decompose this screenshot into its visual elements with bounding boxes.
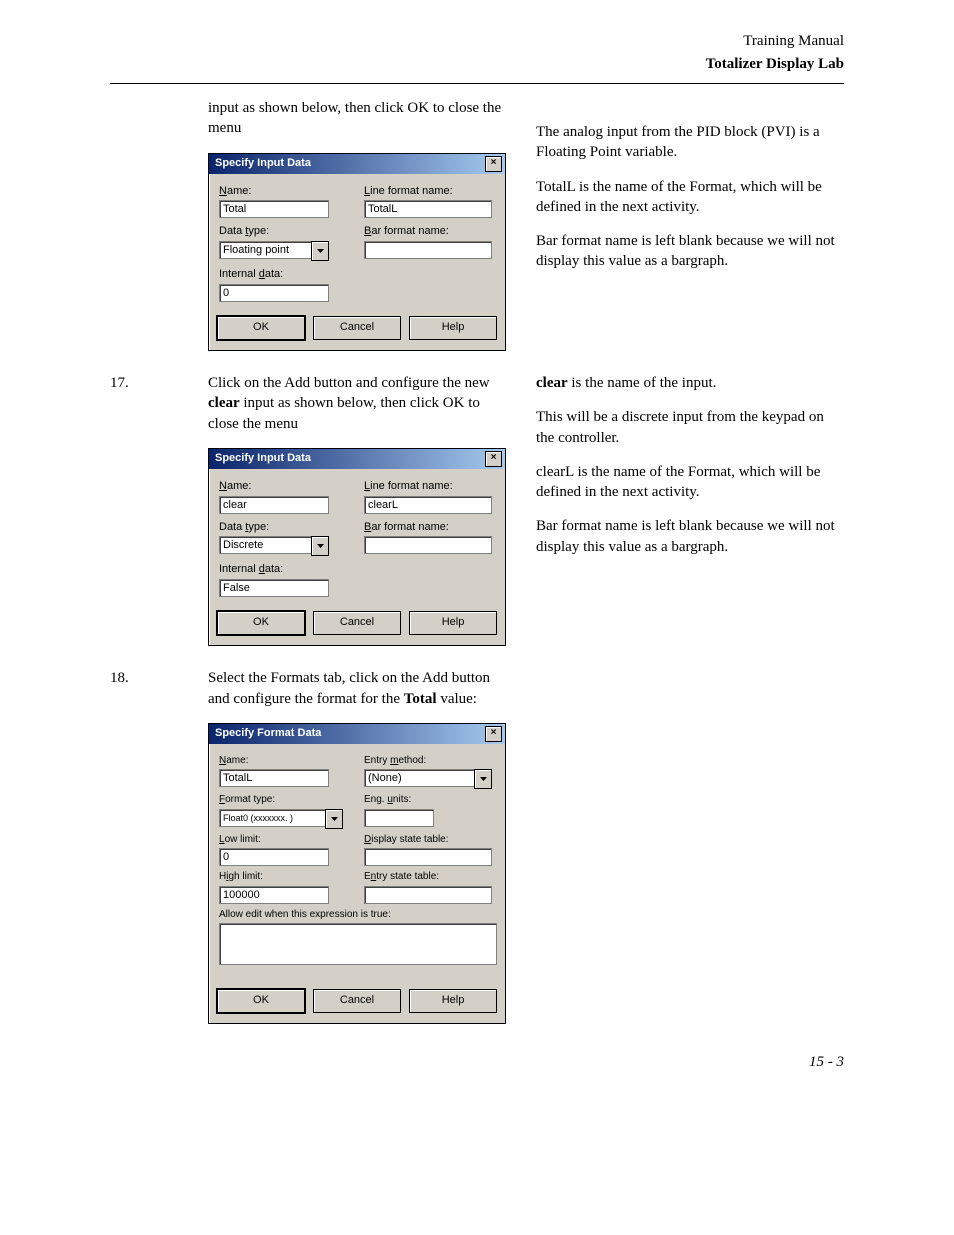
intro-text: input as shown below, then click OK to c… xyxy=(208,98,508,139)
linefmt-input[interactable] xyxy=(364,496,492,514)
label-entry-state: Entry state table: xyxy=(364,870,495,884)
side2-p2: This will be a discrete input from the k… xyxy=(536,407,844,448)
dialog1-titlebar: Specify Input Data × xyxy=(209,154,505,174)
side1-p1: The analog input from the PID block (PVI… xyxy=(536,122,844,163)
help-button[interactable]: Help xyxy=(409,611,497,635)
internal-input[interactable] xyxy=(219,284,329,302)
entry-state-input[interactable] xyxy=(364,886,492,904)
side1-p2: TotalL is the name of the Format, which … xyxy=(536,177,844,218)
entry-method-select[interactable] xyxy=(364,769,475,787)
help-button[interactable]: Help xyxy=(409,316,497,340)
header-lab: Totalizer Display Lab xyxy=(110,53,844,76)
dialog3-title: Specify Format Data xyxy=(215,726,321,741)
side2-p3: clearL is the name of the Format, which … xyxy=(536,462,844,503)
internal-input[interactable] xyxy=(219,579,329,597)
label-datatype: Data type: xyxy=(219,520,350,535)
label-high-limit: High limit: xyxy=(219,870,350,884)
low-limit-input[interactable] xyxy=(219,848,329,866)
label-allow-edit: Allow edit when this expression is true: xyxy=(219,908,495,922)
chevron-down-icon[interactable] xyxy=(474,769,492,789)
label-low-limit: Low limit: xyxy=(219,833,350,847)
barfmt-input[interactable] xyxy=(364,536,492,554)
side1-p3: Bar format name is left blank because we… xyxy=(536,231,844,272)
label-name: Name: xyxy=(219,184,350,199)
label-name: Name: xyxy=(219,479,350,494)
label-internal: Internal data: xyxy=(219,562,495,577)
side2-p1: clear is the name of the input. xyxy=(536,373,844,393)
step-number-18: 18. xyxy=(110,668,180,1024)
label-datatype: Data type: xyxy=(219,224,350,239)
name-input[interactable] xyxy=(219,769,329,787)
name-input[interactable] xyxy=(219,496,329,514)
label-internal: Internal data: xyxy=(219,267,495,282)
side2-p4: Bar format name is left blank because we… xyxy=(536,516,844,557)
chevron-down-icon[interactable] xyxy=(325,809,343,829)
dialog2-title: Specify Input Data xyxy=(215,451,311,466)
label-entry-method: Entry method: xyxy=(364,754,495,768)
cancel-button[interactable]: Cancel xyxy=(313,989,401,1013)
close-icon[interactable]: × xyxy=(485,451,502,467)
dialog-specify-format: Specify Format Data × Name: Entry method… xyxy=(208,723,506,1025)
datatype-select[interactable] xyxy=(219,536,312,554)
ok-button[interactable]: OK xyxy=(217,611,305,635)
high-limit-input[interactable] xyxy=(219,886,329,904)
label-eng-units: Eng. units: xyxy=(364,793,495,807)
cancel-button[interactable]: Cancel xyxy=(313,316,401,340)
datatype-select[interactable] xyxy=(219,241,312,259)
linefmt-input[interactable] xyxy=(364,200,492,218)
dialog3-titlebar: Specify Format Data × xyxy=(209,724,505,744)
ok-button[interactable]: OK xyxy=(217,316,305,340)
dialog1-title: Specify Input Data xyxy=(215,156,311,171)
label-linefmt: Line format name: xyxy=(364,479,495,494)
label-linefmt: Line format name: xyxy=(364,184,495,199)
chevron-down-icon[interactable] xyxy=(311,536,329,556)
step17-text: Click on the Add button and configure th… xyxy=(208,373,508,434)
barfmt-input[interactable] xyxy=(364,241,492,259)
cancel-button[interactable]: Cancel xyxy=(313,611,401,635)
close-icon[interactable]: × xyxy=(485,726,502,742)
step18-text: Select the Formats tab, click on the Add… xyxy=(208,668,508,709)
label-display-state: Display state table: xyxy=(364,833,495,847)
eng-units-input[interactable] xyxy=(364,809,434,827)
allow-edit-textarea[interactable] xyxy=(219,923,497,965)
help-button[interactable]: Help xyxy=(409,989,497,1013)
format-type-select[interactable] xyxy=(219,809,326,827)
label-format-type: Format type: xyxy=(219,793,350,807)
dialog2-titlebar: Specify Input Data × xyxy=(209,449,505,469)
page-number: 15 - 3 xyxy=(110,1054,844,1071)
label-barfmt: Bar format name: xyxy=(364,224,495,239)
header-rule xyxy=(110,83,844,84)
ok-button[interactable]: OK xyxy=(217,989,305,1013)
dialog-specify-input-2: Specify Input Data × Name: Line format n… xyxy=(208,448,506,647)
chevron-down-icon[interactable] xyxy=(311,241,329,261)
name-input[interactable] xyxy=(219,200,329,218)
step-number-17: 17. xyxy=(110,373,180,646)
display-state-input[interactable] xyxy=(364,848,492,866)
dialog-specify-input-1: Specify Input Data × Name: Line format n… xyxy=(208,153,506,352)
header-manual: Training Manual xyxy=(110,30,844,53)
close-icon[interactable]: × xyxy=(485,156,502,172)
label-name: Name: xyxy=(219,754,350,768)
label-barfmt: Bar format name: xyxy=(364,520,495,535)
